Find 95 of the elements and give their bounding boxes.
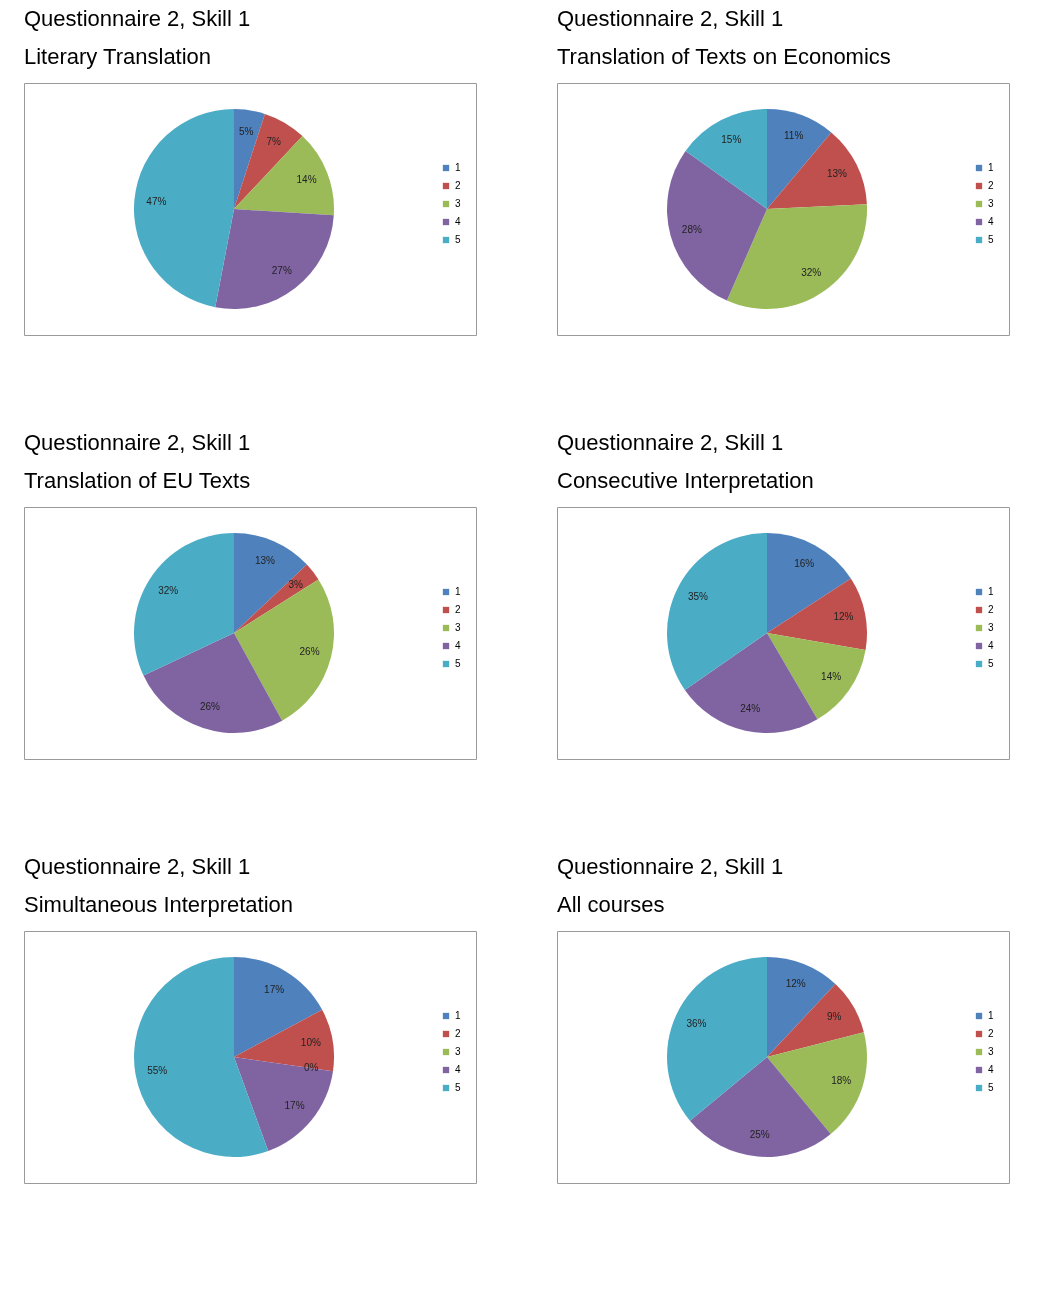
- legend-label: 3: [455, 198, 461, 209]
- legend-label: 2: [455, 1028, 461, 1039]
- legend-label: 5: [988, 1082, 994, 1093]
- legend-label: 1: [455, 1010, 461, 1021]
- legend-label: 1: [988, 1010, 994, 1021]
- pie-slice: [684, 633, 818, 733]
- data-label: 17%: [264, 984, 285, 996]
- data-label: 10%: [300, 1037, 321, 1049]
- text: 0%: [303, 1062, 319, 1074]
- data-label: 28%: [681, 223, 702, 235]
- pie-slice: [667, 150, 767, 301]
- data-label: 27%: [271, 264, 292, 276]
- pie-slice: [667, 957, 767, 1121]
- legend-label: 3: [988, 198, 994, 209]
- pie-slice: [667, 533, 767, 690]
- legend-label: 5: [455, 658, 461, 669]
- legend-label: 5: [455, 1082, 461, 1093]
- legend-label: 3: [455, 1046, 461, 1057]
- legend-label: 1: [455, 162, 461, 173]
- pie-slice: [767, 633, 866, 720]
- legend-label: 3: [988, 622, 994, 633]
- data-label: 32%: [158, 585, 179, 597]
- legend-label: 4: [455, 640, 461, 651]
- data-label: 14%: [821, 671, 842, 683]
- pie-slice: [234, 533, 307, 633]
- legend-label: 3: [988, 1046, 994, 1057]
- legend-label: 1: [988, 586, 994, 597]
- pie-slice: [234, 564, 319, 633]
- chart-subtitle: All courses: [557, 892, 665, 917]
- legend-label: 1: [988, 162, 994, 173]
- legend-label: 4: [455, 216, 461, 227]
- data-label: 13%: [254, 555, 276, 567]
- legend-label: 4: [988, 216, 994, 227]
- pie-slice: [234, 1009, 334, 1072]
- data-label: 26%: [199, 701, 221, 713]
- legend-label: 5: [988, 234, 994, 245]
- data-label: 36%: [686, 1017, 707, 1029]
- pie-slice: [726, 204, 867, 309]
- legend-label: 5: [455, 234, 461, 245]
- data-label: 15%: [721, 133, 742, 145]
- data-label: 35%: [687, 590, 709, 602]
- data-label: 11%: [784, 129, 804, 141]
- data-label: 3%: [288, 579, 303, 591]
- pie-slice: [234, 136, 334, 216]
- pie-slice: [767, 132, 867, 209]
- legend-label: 2: [455, 604, 461, 615]
- pie-slice: [134, 109, 234, 308]
- legend-label: 2: [988, 1028, 994, 1039]
- data-label: 16%: [794, 558, 815, 570]
- data-label: 7%: [266, 135, 282, 147]
- data-label: 32%: [801, 267, 822, 279]
- pie-slice: [234, 579, 334, 721]
- data-label: 17%: [284, 1100, 305, 1112]
- pie-slice: [767, 578, 867, 651]
- pie-slice: [689, 1057, 831, 1157]
- chart-subtitle: Translation of Texts on Economics: [557, 44, 891, 69]
- data-label: 13%: [826, 168, 847, 180]
- chart-title: Questionnaire 2, Skill 1: [557, 430, 784, 455]
- data-label: 25%: [749, 1128, 770, 1140]
- chart-subtitle: Consecutive Interpretation: [557, 468, 814, 493]
- chart-title: Questionnaire 2, Skill 1: [24, 6, 251, 31]
- chart-title: Questionnaire 2, Skill 1: [24, 854, 251, 879]
- data-label: 9%: [826, 1011, 842, 1023]
- data-label: 26%: [299, 646, 320, 658]
- data-label: 12%: [785, 978, 806, 990]
- legend-label: 4: [988, 1064, 994, 1075]
- chart-subtitle: Simultaneous Interpretation: [24, 892, 294, 917]
- pie-slice: [685, 109, 767, 209]
- pie-slice: [234, 1057, 333, 1151]
- data-label: 55%: [147, 1064, 168, 1076]
- legend-label: 4: [988, 640, 994, 651]
- chart-subtitle: Translation of EU Texts: [24, 468, 251, 493]
- legend-label: 1: [455, 586, 461, 597]
- chart-title: Questionnaire 2, Skill 1: [557, 6, 784, 31]
- legend-label: 2: [455, 180, 461, 191]
- pie-slice: [143, 633, 283, 733]
- chart-title: Questionnaire 2, Skill 1: [557, 854, 784, 879]
- data-label: 14%: [296, 174, 317, 186]
- legend-label: 2: [988, 180, 994, 191]
- legend-label: 5: [988, 658, 994, 669]
- chart-title: Questionnaire 2, Skill 1: [24, 430, 251, 455]
- pie-slice: [767, 533, 851, 633]
- data-label: 18%: [831, 1075, 852, 1087]
- data-label: 24%: [740, 703, 761, 715]
- pie-slice: [234, 957, 323, 1057]
- pie-slice: [215, 209, 334, 309]
- legend-label: 2: [988, 604, 994, 615]
- pie-slice: [234, 109, 265, 209]
- data-label: 12%: [833, 611, 854, 623]
- data-label: 47%: [146, 195, 167, 207]
- pie-slice: [134, 533, 234, 676]
- data-label: 5%: [238, 125, 254, 137]
- legend-label: 3: [455, 622, 461, 633]
- legend-label: 4: [455, 1064, 461, 1075]
- chart-subtitle: Literary Translation: [24, 44, 212, 69]
